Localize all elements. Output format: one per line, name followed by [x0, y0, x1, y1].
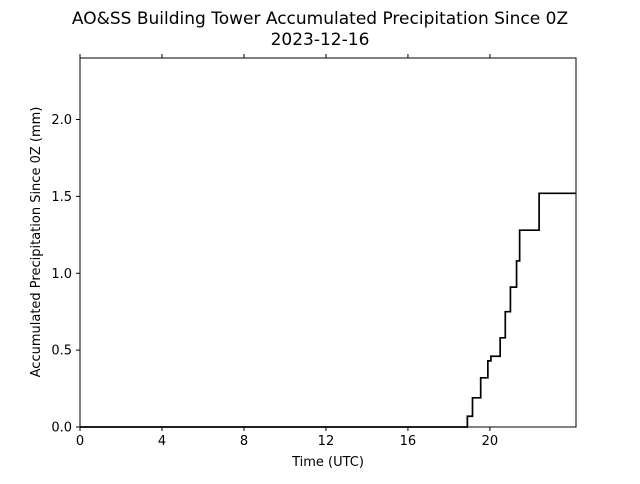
x-tick-label-0: 0: [76, 434, 84, 449]
x-tick-label-8: 8: [240, 434, 248, 449]
y-axis-label: Accumulated Precipitation Since 0Z (mm): [29, 107, 44, 378]
plot-area: 0 4 8 12 16 20 0.0 0.5 1.0 1.5 2.0: [51, 54, 577, 449]
x-tick-label-12: 12: [318, 434, 335, 449]
x-tick-label-20: 20: [482, 434, 499, 449]
chart-subtitle: 2023-12-16: [271, 30, 370, 50]
y-tick-label-4: 2.0: [51, 113, 72, 128]
x-tick-label-16: 16: [400, 434, 417, 449]
y-tick-label-0: 0.0: [51, 421, 72, 436]
chart-title: AO&SS Building Tower Accumulated Precipi…: [72, 9, 568, 29]
y-tick-label-3: 1.5: [51, 190, 72, 205]
y-tick-label-1: 0.5: [51, 344, 72, 359]
axes-frame: [79, 57, 577, 428]
series-line-0: [80, 192, 576, 428]
x-tick-label-4: 4: [158, 434, 166, 449]
y-tick-label-2: 1.0: [51, 267, 72, 282]
x-axis-label: Time (UTC): [291, 455, 364, 470]
